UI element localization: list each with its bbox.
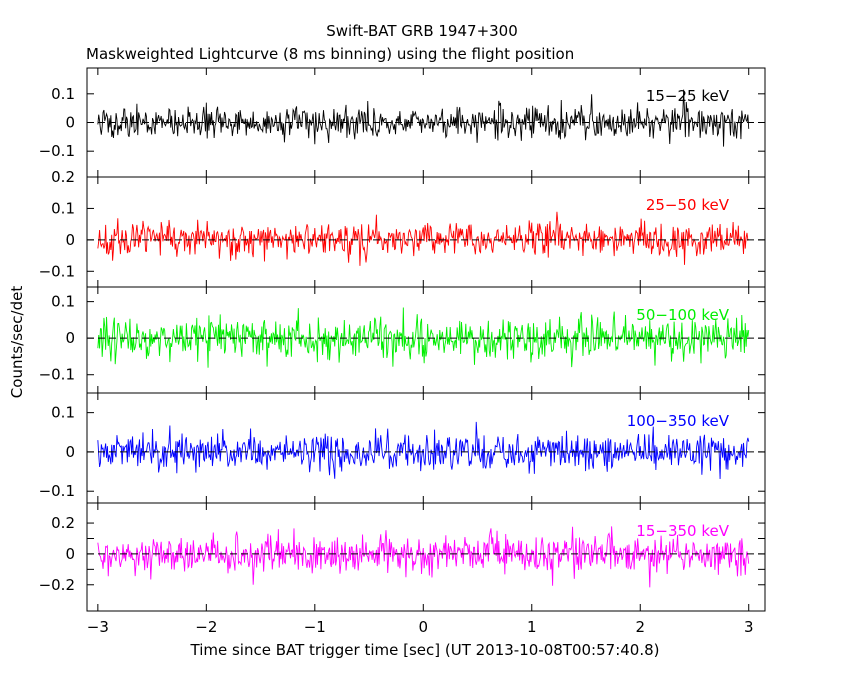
x-tick-label: 0 [419, 618, 429, 636]
y-tick-label: 0 [65, 231, 75, 249]
y-tick-label: −0.1 [39, 262, 75, 280]
band-label: 15−350 keV [636, 522, 729, 540]
x-tick-label: 3 [744, 618, 754, 636]
panel-frame [86, 502, 766, 612]
y-tick-label: 0.2 [51, 514, 75, 532]
x-tick-label: 2 [635, 618, 645, 636]
panel-50-100-kev: −0.1 0 0.1 50−100 keV [39, 286, 766, 394]
x-tick-label: −3 [87, 618, 109, 636]
band-label: 15−25 keV [646, 87, 730, 105]
series-line [97, 526, 750, 588]
y-tick-label: −0.1 [39, 142, 75, 160]
chart-subtitle: Maskweighted Lightcurve (8 ms binning) u… [86, 45, 574, 63]
series-line [97, 421, 750, 479]
y-tick-label: −0.2 [39, 576, 75, 594]
y-tick-label: 0 [65, 545, 75, 563]
series-line [97, 89, 750, 147]
panel-15-350-kev: −0.2 0 0.2 15−350 keV [39, 502, 766, 612]
y-tick-label: 0.1 [51, 85, 75, 103]
x-tick-label: −1 [304, 618, 326, 636]
x-axis-label: Time since BAT trigger time [sec] (UT 20… [190, 641, 660, 659]
y-tick-label: −0.1 [39, 482, 75, 500]
panel-100-350-kev: −0.1 0 0.1 100−350 keV [39, 392, 766, 504]
x-tick-label: −2 [195, 618, 217, 636]
y-tick-label: 0 [65, 443, 75, 461]
band-label: 25−50 keV [646, 196, 730, 214]
y-axis-label: Counts/sec/det [8, 286, 26, 399]
x-axis: −3 −2 −1 0 1 2 3 [87, 618, 754, 636]
y-tick-label: 0 [65, 114, 75, 132]
y-tick-label: 0.1 [51, 404, 75, 422]
y-tick-label: 0 [65, 329, 75, 347]
series-line [97, 211, 749, 266]
panel-15-25-kev: −0.1 0 0.1 15−25 keV [39, 67, 766, 178]
band-label: 50−100 keV [636, 306, 729, 324]
chart-title: Swift-BAT GRB 1947+300 [326, 22, 518, 40]
panels-group: −0.100.1 15−25 keV−0.100.10.225−50 keV−0.… [39, 67, 766, 612]
x-tick-label: 1 [527, 618, 537, 636]
band-label: 100−350 keV [627, 412, 730, 430]
y-tick-label: 0.1 [51, 199, 75, 217]
y-tick-label: −0.1 [39, 366, 75, 384]
y-tick-label: 0.1 [51, 293, 75, 311]
y-tick-label: 0.2 [51, 168, 75, 186]
panel-25-50-kev: −0.1 0 0.1 0.2 25−50 keV [39, 168, 766, 288]
series-line [97, 307, 750, 368]
